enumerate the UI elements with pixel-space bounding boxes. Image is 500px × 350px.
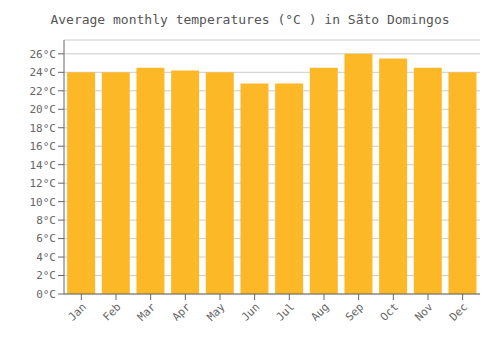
svg-text:8°C: 8°C — [36, 214, 56, 227]
svg-text:24°C: 24°C — [30, 66, 57, 79]
svg-text:20°C: 20°C — [30, 103, 57, 116]
svg-text:Feb: Feb — [100, 300, 123, 323]
svg-text:Apr: Apr — [170, 300, 194, 324]
svg-text:12°C: 12°C — [30, 177, 57, 190]
svg-text:Jan: Jan — [66, 300, 89, 323]
svg-text:0°C: 0°C — [36, 288, 56, 301]
svg-text:22°C: 22°C — [30, 85, 57, 98]
svg-text:26°C: 26°C — [30, 48, 57, 61]
svg-text:4°C: 4°C — [36, 251, 56, 264]
svg-text:16°C: 16°C — [30, 140, 57, 153]
svg-text:14°C: 14°C — [30, 159, 57, 172]
svg-text:Aug: Aug — [308, 300, 331, 323]
svg-text:18°C: 18°C — [30, 122, 57, 135]
html-text:Average monthly temperatures (: Average monthly temperatures (°C ) in Sã… — [50, 12, 450, 27]
svg-text:Jun: Jun — [239, 300, 262, 323]
svg-text:Mar: Mar — [135, 300, 159, 324]
svg-text:2°C: 2°C — [36, 269, 56, 282]
svg-text:May: May — [204, 300, 228, 324]
svg-text:Jul: Jul — [274, 300, 297, 323]
svg-text:6°C: 6°C — [36, 232, 56, 245]
svg-text:Dec: Dec — [447, 300, 470, 323]
svg-text:Sep: Sep — [343, 300, 366, 323]
svg-text:Nov: Nov — [412, 300, 436, 324]
svg-text:Oct: Oct — [378, 300, 401, 323]
svg-text:10°C: 10°C — [30, 196, 57, 209]
